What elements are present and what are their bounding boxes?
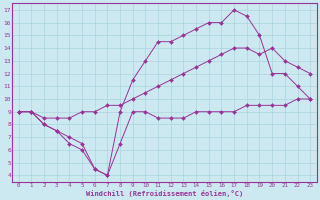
X-axis label: Windchill (Refroidissement éolien,°C): Windchill (Refroidissement éolien,°C) <box>86 190 243 197</box>
